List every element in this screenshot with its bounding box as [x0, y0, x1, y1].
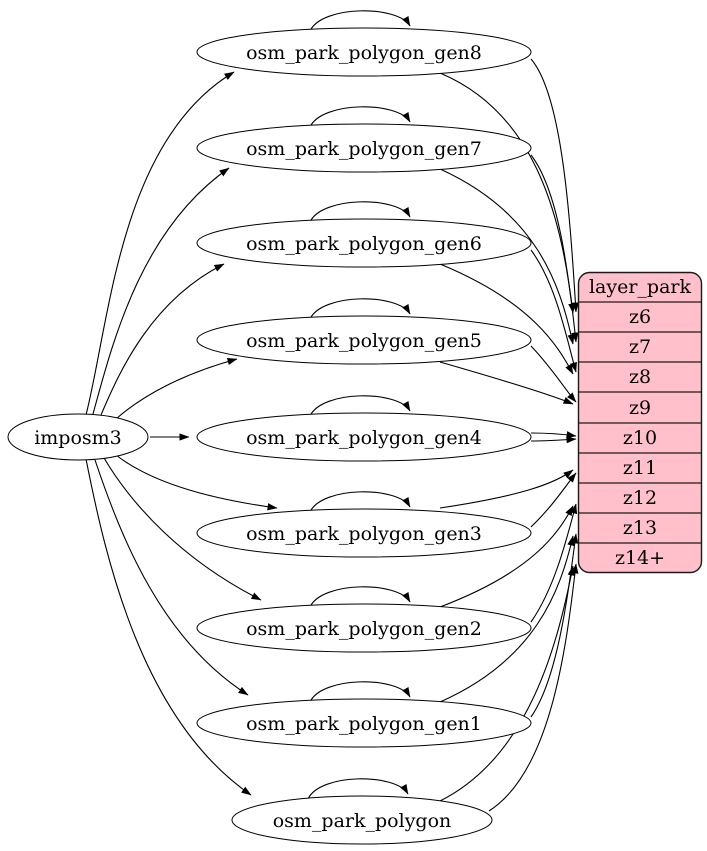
table-osm-park-polygon-gen6: osm_park_polygon_gen6: [196, 218, 532, 268]
edge-gen6-z8-a: [530, 249, 577, 373]
layer-row-z14: z14+: [615, 547, 665, 569]
edges-to-layer: [439, 58, 580, 812]
polygon-label: osm_park_polygon: [273, 810, 452, 832]
gen3-label: osm_park_polygon_gen3: [246, 523, 482, 545]
edge-polygon-z14-a: [488, 563, 579, 812]
edge-imposm3-gen3: [115, 454, 278, 511]
polygon-ellipse: [231, 795, 493, 845]
self-loops: [307, 10, 411, 800]
self-loop-gen8: [309, 10, 411, 32]
edge-imposm3-gen2: [103, 457, 262, 601]
gen4-ellipse: [196, 412, 532, 462]
gen2-label: osm_park_polygon_gen2: [246, 618, 482, 640]
edge-gen5-z9-b: [439, 361, 574, 405]
edge-gen2-z12-a: [530, 503, 578, 623]
table-nodes: osm_park_polygon_gen8 osm_park_polygon_g…: [196, 27, 532, 845]
edge-gen7-z7-a: [530, 154, 579, 343]
edge-imposm3-gen7: [92, 167, 230, 415]
layer-row-z10: z10: [623, 427, 657, 449]
imposm3-node: imposm3: [7, 413, 149, 461]
edges-from-imposm3: [85, 71, 278, 796]
table-osm-park-polygon-gen5: osm_park_polygon_gen5: [196, 315, 532, 365]
gen7-label: osm_park_polygon_gen7: [246, 138, 482, 160]
self-loop-gen1: [309, 681, 411, 703]
gen1-label: osm_park_polygon_gen1: [246, 713, 482, 735]
self-loop-gen7: [309, 106, 411, 128]
edge-gen8-z6-a: [530, 58, 580, 313]
table-osm-park-polygon-gen8: osm_park_polygon_gen8: [196, 27, 532, 77]
gen8-ellipse: [196, 27, 532, 77]
gen6-label: osm_park_polygon_gen6: [246, 233, 482, 255]
edge-imposm3-gen8: [85, 71, 235, 416]
table-osm-park-polygon-gen2: osm_park_polygon_gen2: [196, 603, 532, 653]
self-loop-gen4: [309, 395, 411, 417]
table-osm-park-polygon-gen1: osm_park_polygon_gen1: [196, 698, 532, 748]
gen5-label: osm_park_polygon_gen5: [246, 330, 482, 352]
edge-gen1-z13-b: [439, 535, 575, 703]
edge-imposm3-gen6: [100, 263, 225, 416]
gen1-ellipse: [196, 698, 532, 748]
gen7-ellipse: [196, 123, 532, 173]
edge-polygon-z14-b: [439, 565, 575, 802]
layer-park-header: layer_park: [589, 276, 692, 298]
layer-row-z12: z12: [623, 487, 657, 509]
layer-park-row-separators: [578, 301, 702, 544]
layer-row-z8: z8: [629, 366, 651, 388]
edge-imposm3-gen1: [94, 459, 249, 696]
table-osm-park-polygon-gen3: osm_park_polygon_gen3: [196, 508, 532, 558]
table-osm-park-polygon-gen7: osm_park_polygon_gen7: [196, 123, 532, 173]
edge-gen5-z9-a: [530, 345, 577, 403]
self-loop-gen6: [309, 201, 411, 223]
self-loop-gen3: [309, 491, 411, 513]
gen2-ellipse: [196, 603, 532, 653]
imposm3-ellipse: [7, 413, 149, 461]
edge-gen4-z10-b: [530, 436, 577, 444]
layer-row-z9: z9: [629, 397, 651, 419]
table-osm-park-polygon-gen4: osm_park_polygon_gen4: [196, 412, 532, 462]
edge-gen1-z13-a: [530, 533, 579, 718]
gen4-label: osm_park_polygon_gen4: [246, 427, 482, 449]
table-osm-park-polygon: osm_park_polygon: [231, 795, 493, 845]
edge-gen6-z8-b: [439, 263, 574, 375]
edge-gen2-z12-b: [439, 505, 574, 608]
layer-row-z6: z6: [629, 306, 651, 328]
layer-row-z7: z7: [629, 336, 651, 358]
edge-gen3-z11-b: [439, 469, 574, 509]
self-loop-polygon: [307, 778, 409, 800]
imposm3-label: imposm3: [34, 427, 122, 449]
edge-gen4-z10-a: [530, 431, 577, 439]
self-loop-gen5: [309, 298, 411, 320]
edge-imposm3-polygon: [85, 458, 252, 796]
gen8-label: osm_park_polygon_gen8: [246, 42, 482, 64]
gen3-ellipse: [196, 508, 532, 558]
layer-row-z13: z13: [623, 517, 657, 539]
self-loop-gen2: [309, 586, 411, 608]
gen6-ellipse: [196, 218, 532, 268]
layer-park-node: layer_park z6 z7 z8 z9 z10 z11 z12 z13 z…: [577, 271, 703, 574]
edge-gen7-z7-b: [439, 168, 575, 345]
layer-row-z11: z11: [623, 457, 657, 479]
edge-imposm3-gen5: [115, 358, 238, 420]
gen5-ellipse: [196, 315, 532, 365]
